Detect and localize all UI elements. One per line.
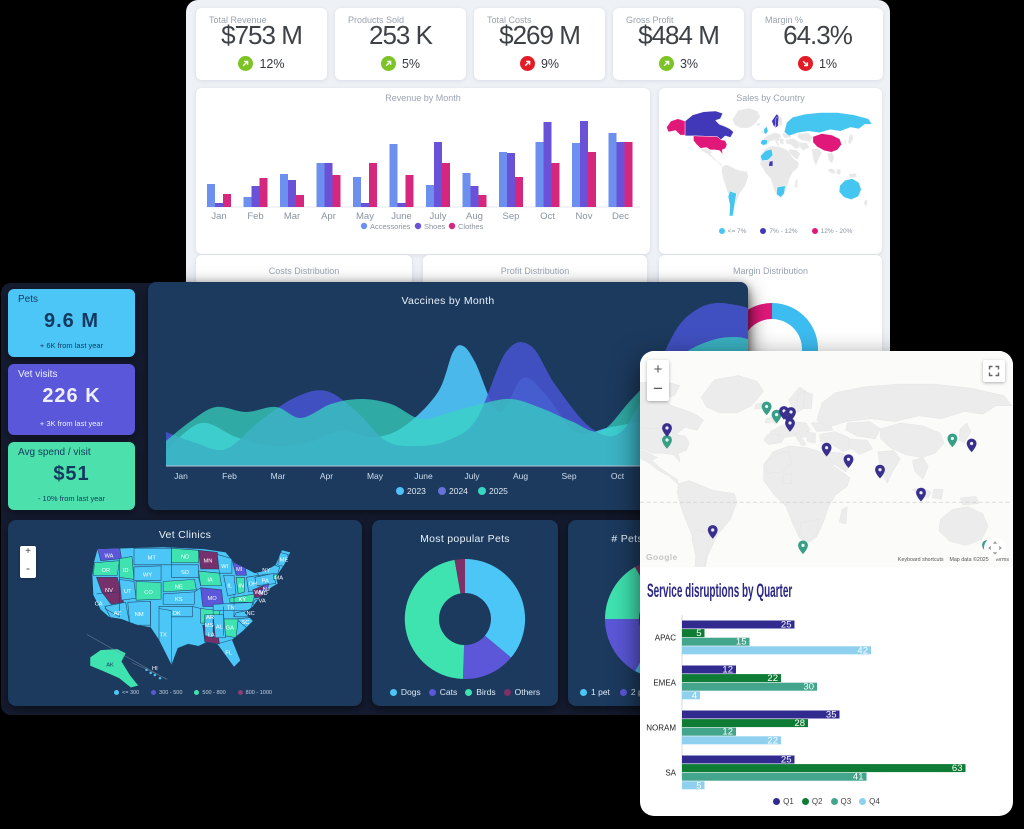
svg-text:5: 5	[696, 780, 701, 791]
svg-text:IL: IL	[227, 584, 232, 590]
svg-text:AL: AL	[216, 624, 223, 630]
svg-text:12: 12	[722, 665, 733, 676]
svg-text:2025: 2025	[489, 486, 508, 496]
svg-text:ND: ND	[181, 555, 189, 561]
svg-text:WA: WA	[104, 554, 113, 560]
svg-text:AR: AR	[206, 615, 214, 621]
svg-text:MS: MS	[205, 623, 214, 629]
svg-text:63: 63	[952, 763, 963, 774]
svg-text:CO: CO	[144, 590, 153, 596]
svg-text:ID: ID	[123, 568, 129, 574]
svg-text:NY: NY	[262, 568, 270, 574]
svg-text:OR: OR	[102, 568, 111, 574]
svg-text:MA: MA	[274, 575, 283, 581]
svg-text:SD: SD	[181, 570, 189, 576]
svg-text:15: 15	[736, 637, 747, 648]
svg-text:22: 22	[767, 673, 778, 684]
svg-text:OK: OK	[173, 611, 181, 617]
svg-text:Mar: Mar	[284, 211, 300, 222]
svg-text:NM: NM	[135, 612, 144, 618]
svg-text:May: May	[356, 211, 374, 222]
svg-text:SA: SA	[665, 769, 676, 778]
svg-text:28: 28	[794, 718, 805, 729]
svg-text:Shoes: Shoes	[424, 222, 446, 231]
svg-text:25: 25	[781, 620, 792, 631]
svg-text:AK: AK	[106, 663, 114, 669]
svg-text:Dec: Dec	[612, 211, 629, 222]
svg-text:Jan: Jan	[174, 471, 188, 481]
svg-text:CA: CA	[95, 601, 103, 607]
svg-text:42: 42	[857, 645, 868, 656]
svg-text:AZ: AZ	[114, 611, 122, 617]
svg-text:Apr: Apr	[320, 471, 333, 481]
svg-text:UT: UT	[124, 589, 132, 595]
svg-text:25: 25	[781, 755, 792, 766]
svg-text:5: 5	[696, 628, 701, 639]
svg-text:GA: GA	[226, 625, 234, 631]
svg-text:July: July	[430, 211, 447, 222]
svg-text:MO: MO	[208, 596, 218, 602]
svg-text:IA: IA	[207, 577, 213, 583]
svg-text:WY: WY	[143, 572, 152, 578]
svg-text:MD: MD	[259, 591, 268, 597]
svg-text:TX: TX	[160, 633, 167, 639]
svg-text:NC: NC	[247, 611, 255, 617]
svg-text:June: June	[414, 471, 433, 481]
svg-text:30: 30	[803, 682, 814, 693]
svg-text:Accessories: Accessories	[370, 222, 411, 231]
svg-text:May: May	[367, 471, 384, 481]
svg-text:ME: ME	[280, 558, 289, 564]
svg-text:Aug: Aug	[513, 471, 528, 481]
svg-text:NJ: NJ	[263, 587, 270, 593]
svg-text:July: July	[464, 471, 480, 481]
svg-text:NV: NV	[105, 588, 113, 594]
svg-text:Mar: Mar	[271, 471, 286, 481]
svg-text:41: 41	[853, 772, 864, 783]
svg-text:KS: KS	[175, 597, 183, 603]
svg-text:MN: MN	[204, 559, 213, 565]
svg-text:12: 12	[722, 727, 733, 738]
svg-text:WI: WI	[221, 564, 228, 570]
svg-text:MT: MT	[148, 556, 157, 562]
svg-text:4: 4	[692, 690, 697, 701]
svg-text:APAC: APAC	[655, 634, 676, 643]
svg-text:TN: TN	[227, 606, 235, 612]
svg-text:22: 22	[767, 735, 778, 746]
svg-text:Clothes: Clothes	[458, 222, 484, 231]
svg-text:Apr: Apr	[321, 211, 336, 222]
svg-text:LA: LA	[208, 633, 215, 639]
svg-text:Oct: Oct	[540, 211, 555, 222]
svg-text:35: 35	[826, 710, 837, 721]
svg-text:KY: KY	[239, 597, 247, 603]
svg-text:Aug: Aug	[466, 211, 483, 222]
svg-text:SC: SC	[241, 620, 249, 626]
svg-text:OH: OH	[248, 582, 257, 588]
svg-text:PA: PA	[262, 579, 269, 585]
svg-text:2024: 2024	[449, 486, 468, 496]
svg-text:KY: KY	[239, 597, 247, 603]
svg-text:FL: FL	[225, 650, 232, 656]
svg-text:Oct: Oct	[611, 471, 625, 481]
svg-text:June: June	[391, 211, 412, 222]
svg-text:Feb: Feb	[222, 471, 237, 481]
svg-text:WV: WV	[254, 590, 263, 596]
svg-text:VA: VA	[259, 598, 266, 604]
svg-text:Jan: Jan	[211, 211, 226, 222]
svg-text:EMEA: EMEA	[653, 679, 676, 688]
svg-text:Sep: Sep	[561, 471, 576, 481]
svg-text:2023: 2023	[407, 486, 426, 496]
svg-text:Nov: Nov	[576, 211, 593, 222]
svg-text:Feb: Feb	[247, 211, 263, 222]
svg-text:HI: HI	[152, 666, 158, 672]
svg-text:NE: NE	[175, 585, 183, 591]
svg-text:IN: IN	[238, 584, 244, 590]
svg-text:Sep: Sep	[503, 211, 520, 222]
svg-text:MI: MI	[236, 567, 243, 573]
svg-text:NORAM: NORAM	[646, 724, 676, 733]
